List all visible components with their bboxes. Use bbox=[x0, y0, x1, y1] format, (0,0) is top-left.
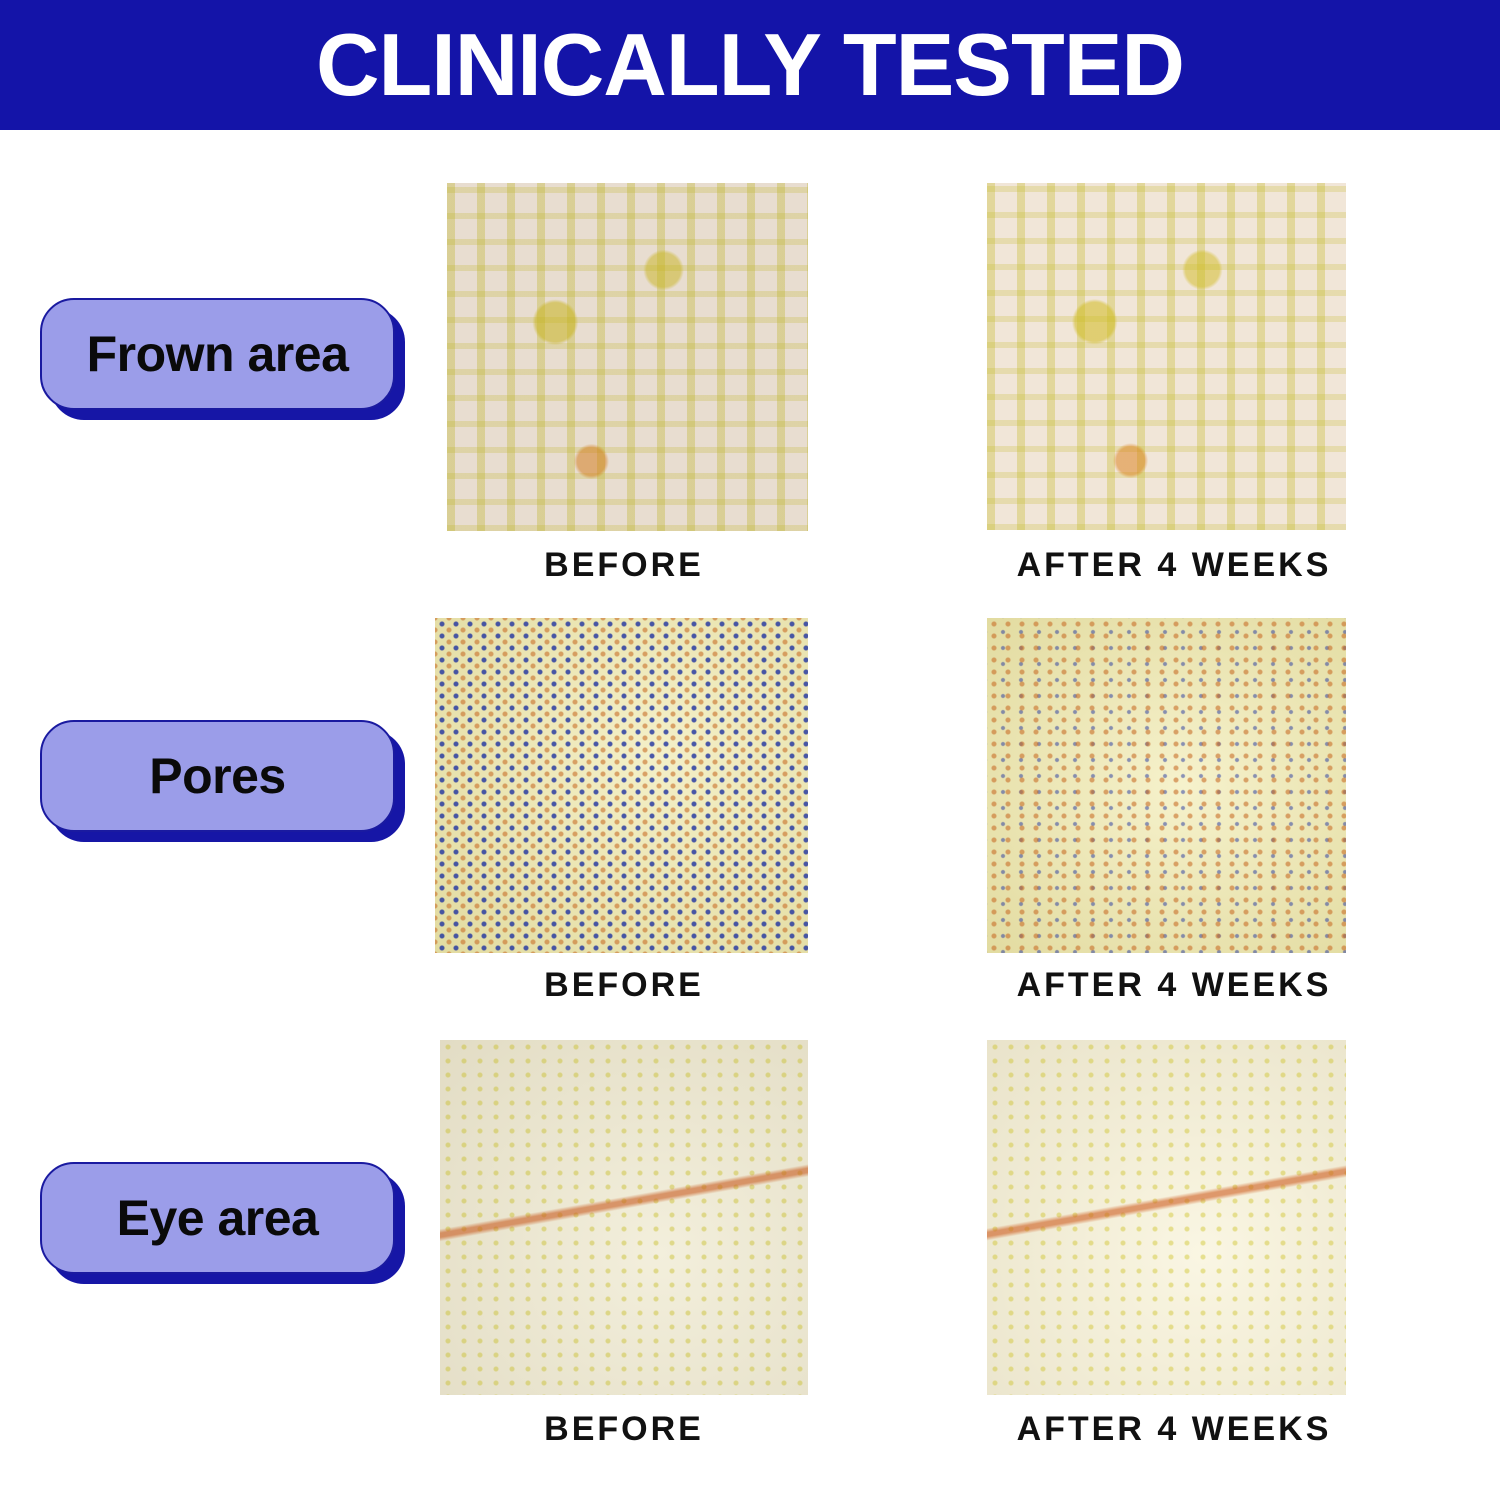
caption-after: AFTER 4 WEEKS bbox=[1016, 546, 1332, 584]
label-pores: Pores bbox=[40, 720, 395, 832]
caption-before: BEFORE bbox=[544, 1410, 704, 1448]
eye-before-image bbox=[440, 1040, 808, 1395]
page-title: CLINICALLY TESTED bbox=[316, 15, 1185, 114]
label-eye-area: Eye area bbox=[40, 1162, 395, 1274]
caption-before: BEFORE bbox=[544, 546, 704, 584]
pores-before-image bbox=[435, 618, 808, 953]
frown-before-image bbox=[447, 183, 808, 531]
caption-after: AFTER 4 WEEKS bbox=[1016, 1410, 1332, 1448]
frown-after-image bbox=[987, 183, 1346, 530]
label-frown-area: Frown area bbox=[40, 298, 395, 410]
caption-after: AFTER 4 WEEKS bbox=[1016, 966, 1332, 1004]
label-text: Pores bbox=[149, 748, 286, 804]
pores-after-image bbox=[987, 618, 1346, 953]
header-banner: CLINICALLY TESTED bbox=[0, 0, 1500, 130]
label-text: Frown area bbox=[86, 326, 349, 382]
label-text: Eye area bbox=[116, 1190, 319, 1246]
eye-after-image bbox=[987, 1040, 1346, 1395]
caption-before: BEFORE bbox=[544, 966, 704, 1004]
